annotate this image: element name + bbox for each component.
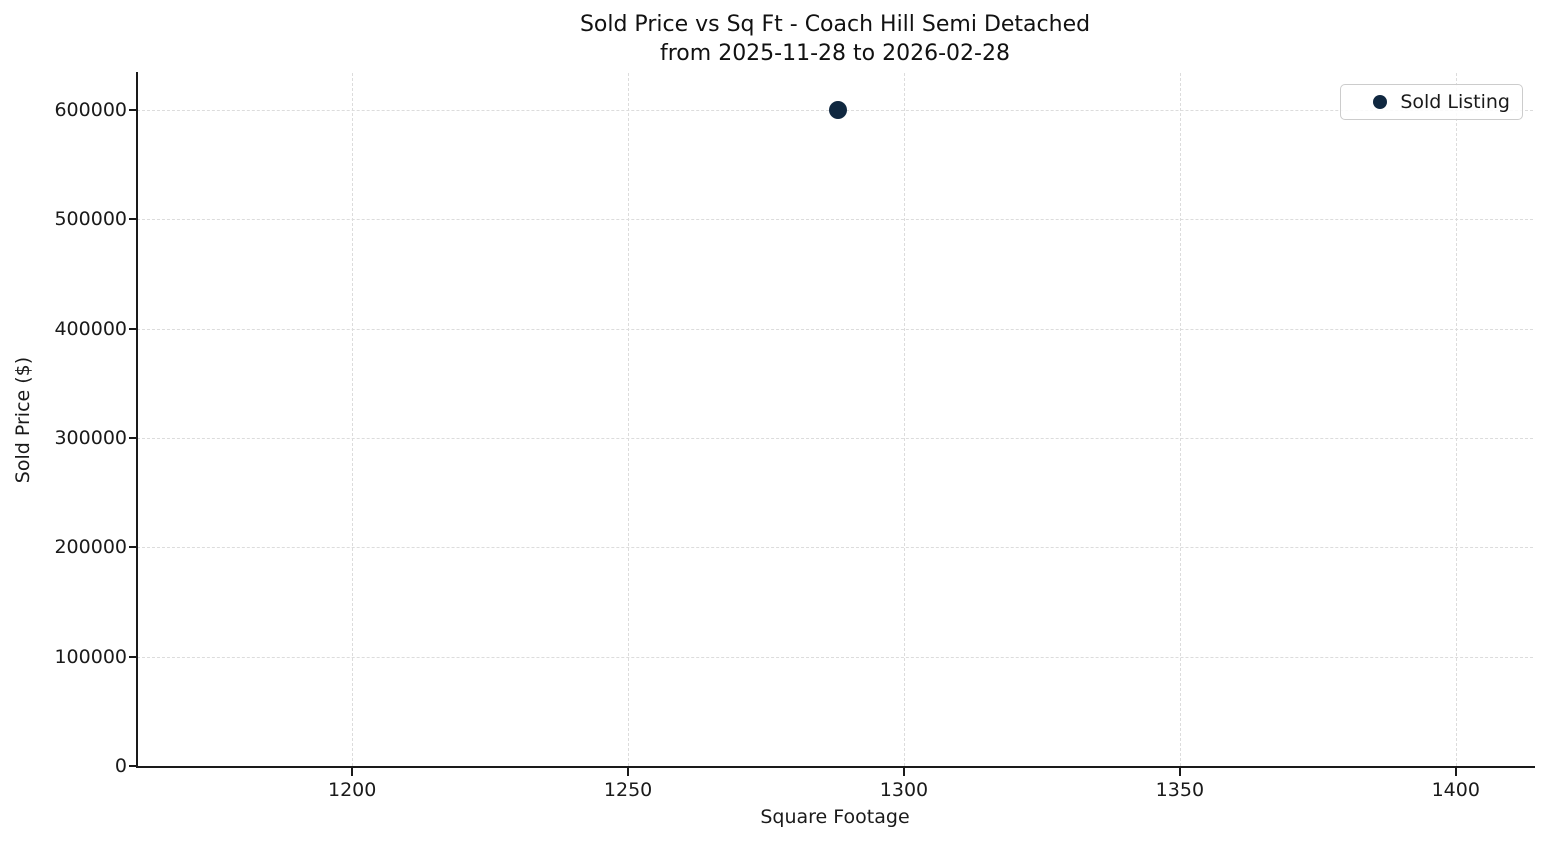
x-axis-spine bbox=[136, 766, 1535, 768]
legend: Sold Listing bbox=[1340, 84, 1523, 120]
x-gridline bbox=[1455, 73, 1457, 766]
x-gridline bbox=[628, 73, 630, 766]
chart-title: Sold Price vs Sq Ft - Coach Hill Semi De… bbox=[137, 10, 1533, 68]
y-gridline bbox=[137, 547, 1533, 549]
y-gridline bbox=[137, 438, 1533, 440]
y-tick-mark bbox=[129, 655, 137, 658]
sold-listing-marker-icon bbox=[1373, 95, 1388, 109]
x-tick-mark bbox=[627, 768, 630, 776]
x-tick-mark bbox=[902, 768, 905, 776]
x-tick-mark bbox=[1454, 768, 1457, 776]
y-tick-label: 100000 bbox=[54, 645, 127, 668]
x-tick-label: 1250 bbox=[603, 779, 653, 801]
data-point-sold-listing bbox=[828, 101, 847, 120]
legend-entry-sold-listing: Sold Listing bbox=[1400, 91, 1510, 113]
x-gridline bbox=[1179, 73, 1181, 766]
y-gridline bbox=[137, 656, 1533, 658]
y-tick-mark bbox=[129, 437, 137, 440]
y-tick-mark bbox=[129, 546, 137, 549]
y-tick-label: 500000 bbox=[54, 208, 127, 231]
chart-title-line2: from 2025-11-28 to 2026-02-28 bbox=[660, 41, 1010, 66]
y-tick-label: 400000 bbox=[54, 317, 127, 340]
x-gridline bbox=[352, 73, 354, 766]
y-gridline bbox=[137, 328, 1533, 330]
y-tick-mark bbox=[129, 327, 137, 330]
y-axis-label: Sold Price ($) bbox=[12, 356, 34, 484]
y-tick-mark bbox=[129, 765, 137, 767]
x-tick-label: 1300 bbox=[879, 779, 929, 801]
x-tick-mark bbox=[1178, 768, 1181, 776]
x-tick-label: 1200 bbox=[328, 779, 377, 801]
y-tick-label: 600000 bbox=[54, 99, 127, 122]
y-tick-mark bbox=[129, 109, 137, 112]
y-tick-label: 0 bbox=[114, 755, 127, 777]
y-gridline bbox=[137, 219, 1533, 221]
y-tick-label: 200000 bbox=[54, 536, 127, 559]
x-tick-label: 1400 bbox=[1431, 779, 1480, 801]
x-axis-label: Square Footage bbox=[760, 806, 910, 828]
y-tick-mark bbox=[129, 218, 137, 221]
chart-title-line1: Sold Price vs Sq Ft - Coach Hill Semi De… bbox=[579, 12, 1091, 37]
y-axis-spine bbox=[136, 72, 138, 768]
x-tick-mark bbox=[351, 768, 354, 776]
x-tick-label: 1350 bbox=[1155, 779, 1205, 801]
x-gridline bbox=[903, 73, 905, 766]
y-tick-label: 300000 bbox=[54, 427, 127, 450]
